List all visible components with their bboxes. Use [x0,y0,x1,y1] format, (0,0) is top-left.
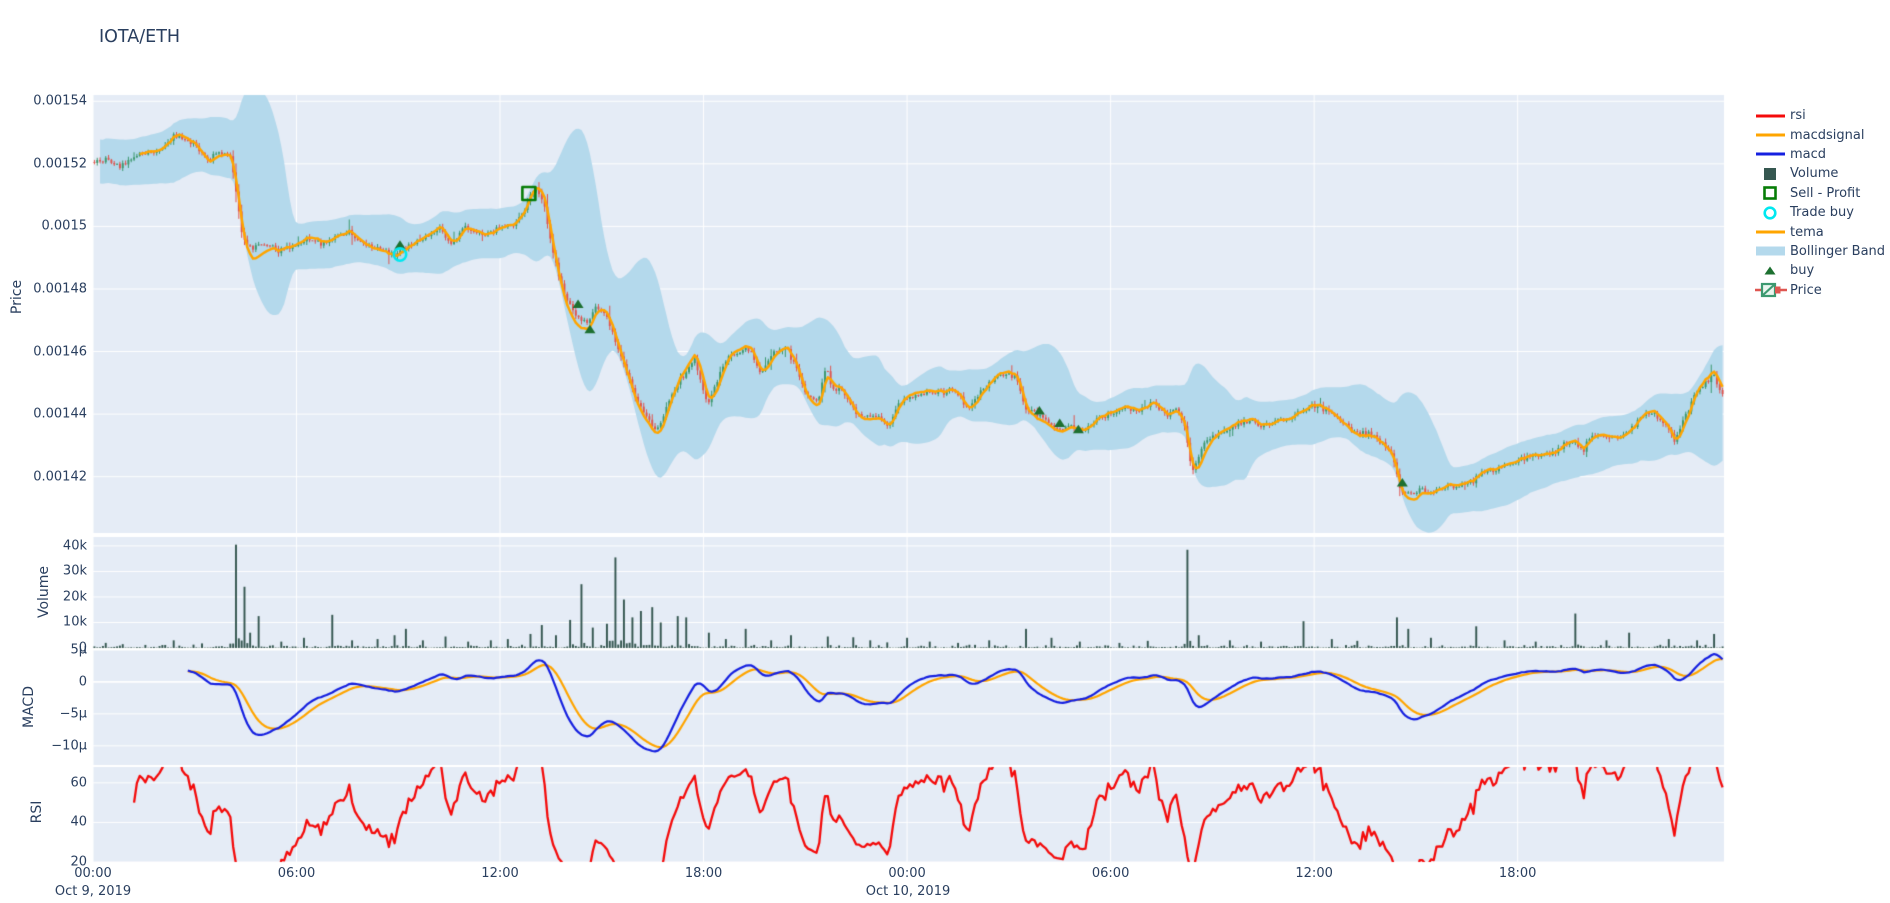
y-tick-label: 0 [78,640,87,656]
x-tick-label: 00:00 [74,866,112,881]
legend-item-trade-buy[interactable]: Trade buy [1754,203,1885,222]
y-tick-label: 0.00152 [33,156,87,172]
y-tick-label: 0.00142 [33,469,87,485]
x-tick-label: 18:00 [684,866,723,881]
legend-item-macdsignal[interactable]: macdsignal [1754,125,1885,144]
x-tick-label: 12:00 [1295,866,1333,881]
y-tick-label: 40 [70,814,87,830]
x-tick-label: 06:00 [1091,866,1130,881]
line-swatch-icon [1754,108,1788,124]
y-tick-label: 5µ [70,642,87,658]
page-title: IOTA/ETH [99,27,181,47]
legend: rsi macdsignal macd Volume Sell - Profit… [1754,106,1885,300]
candlestick-icon [1754,282,1788,298]
y-tick-label: 20k [62,589,87,605]
y-tick-label: 10k [62,614,87,630]
legend-item-buy[interactable]: buy [1754,261,1885,280]
x-tick-label: 00:00 [888,866,926,881]
y-tick-label: −5µ [59,706,87,722]
triangle-up-icon [1754,263,1788,279]
legend-item-macd[interactable]: macd [1754,145,1885,164]
band-swatch-icon [1754,243,1788,259]
legend-item-price[interactable]: Price [1754,281,1885,300]
x-tick-label: 12:00 [481,866,519,881]
y-tick-label: 60 [70,775,87,791]
y-tick-label: 30k [62,563,87,579]
legend-item-sell-profit[interactable]: Sell - Profit [1754,184,1885,203]
filled-square-icon [1754,166,1788,182]
x-tick-label: 06:00 [277,866,316,881]
legend-item-tema[interactable]: tema [1754,222,1885,241]
legend-item-volume[interactable]: Volume [1754,164,1885,183]
y-tick-label: 20 [70,854,87,870]
y-tick-label: 0 [78,674,87,690]
y-tick-label: 40k [62,538,87,554]
x-axis-date-label: Oct 10, 2019 [865,884,951,899]
line-swatch-icon [1754,146,1788,162]
open-circle-icon [1754,205,1788,221]
line-swatch-icon [1754,127,1788,143]
x-tick-label: 18:00 [1498,866,1537,881]
y-tick-label: 0.0015 [41,218,88,234]
legend-item-rsi[interactable]: rsi [1754,106,1885,125]
y-tick-label: 0.00148 [33,281,87,297]
x-axis-date-label: Oct 9, 2019 [54,884,132,899]
y-tick-label: 0.00146 [33,344,87,360]
legend-item-bollinger-band[interactable]: Bollinger Band [1754,242,1885,261]
line-swatch-icon [1754,224,1788,240]
y-tick-label: −10µ [51,738,87,754]
y-tick-label: 0.00144 [33,406,87,422]
open-square-icon [1754,185,1788,201]
y-tick-label: 0.00154 [33,93,87,109]
